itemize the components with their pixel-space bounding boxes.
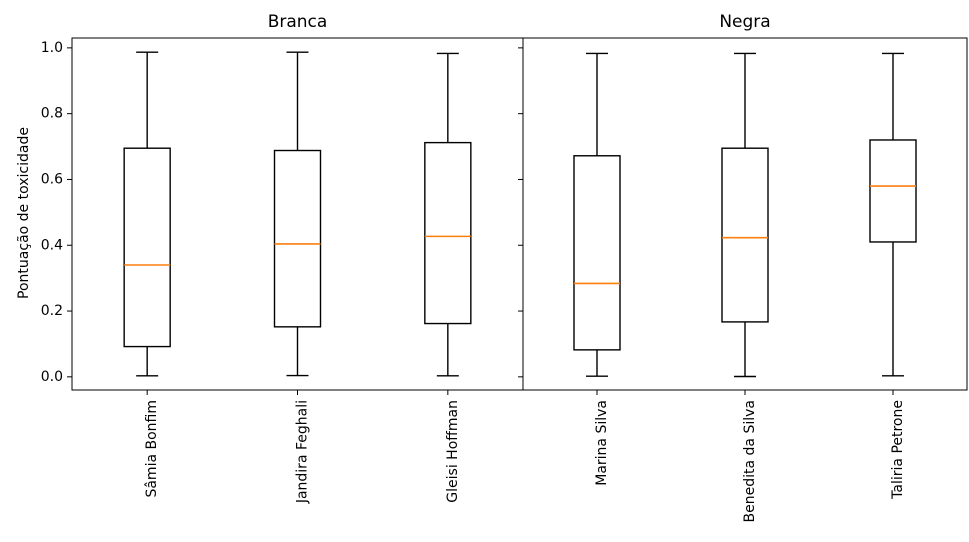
x-tick-label: Gleisi Hoffman — [445, 400, 461, 503]
y-axis-label: Pontuação de toxicidade — [16, 127, 32, 299]
panel-0: Branca 0.0 0.2 0.4 0.6 0.8 1.0 Sâmia Bonfim Jand… — [41, 12, 524, 504]
panel-1: Negra Marina Silva Benedita da Silva Taliri… — [518, 12, 968, 522]
box-0 — [573, 52, 621, 377]
x-tick-label: Marina Silva — [594, 400, 610, 486]
box-1 — [273, 51, 322, 377]
panels: Branca 0.0 0.2 0.4 0.6 0.8 1.0 Sâmia Bonfim Jand… — [41, 12, 968, 522]
y-tick-label: 0.0 — [41, 369, 63, 385]
box-2 — [869, 52, 917, 377]
box-1 — [721, 52, 769, 378]
x-tick-label: Taliria Petrone — [890, 400, 906, 500]
iqr-box — [273, 149, 322, 328]
iqr-box — [573, 155, 621, 351]
box-0 — [123, 51, 171, 377]
x-tick-label: Benedita da Silva — [742, 400, 758, 522]
iqr-box — [123, 147, 171, 348]
y-tick-label: 0.2 — [41, 303, 63, 319]
x-tick-label: Sâmia Bonfim — [144, 400, 160, 498]
y-tick-label: 0.8 — [41, 106, 63, 122]
y-tick-label: 1.0 — [41, 40, 63, 56]
y-tick-label: 0.4 — [41, 237, 63, 253]
iqr-box — [424, 141, 472, 325]
iqr-box — [869, 139, 917, 243]
panel-title: Branca — [268, 12, 328, 32]
panel-title: Negra — [719, 12, 770, 32]
x-tick-label: Jandira Feghali — [295, 400, 311, 504]
iqr-box — [721, 147, 769, 323]
y-tick-label: 0.6 — [41, 171, 63, 187]
box-2 — [424, 52, 472, 377]
